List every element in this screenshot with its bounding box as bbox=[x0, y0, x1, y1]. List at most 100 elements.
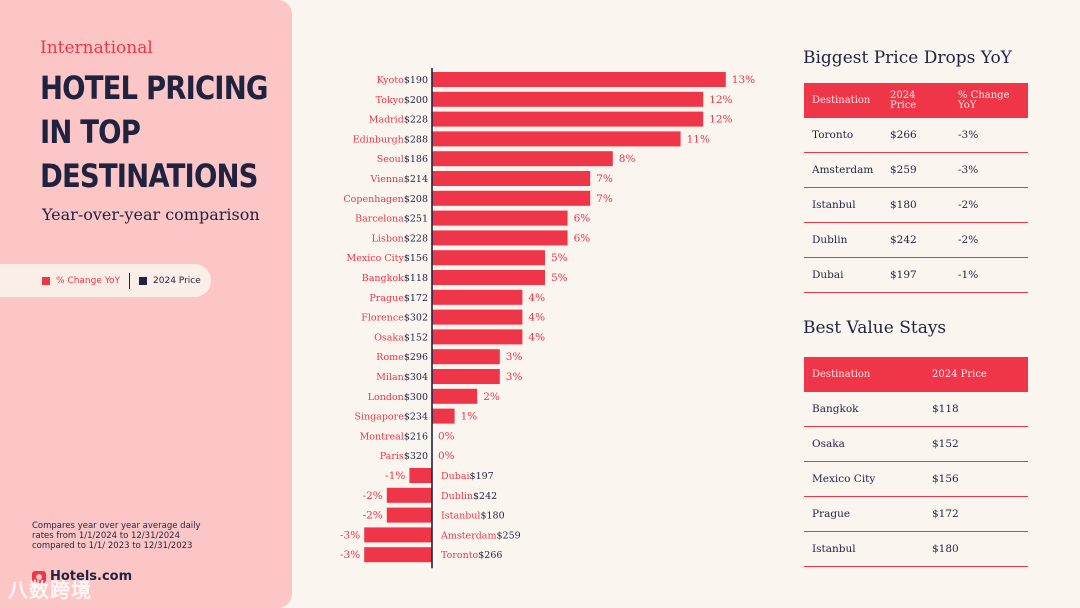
price-label: $197 bbox=[470, 471, 494, 482]
drops-cell: -2% bbox=[950, 187, 1028, 223]
value-stays-cell: Bangkok bbox=[804, 392, 924, 427]
price-label: $180 bbox=[480, 511, 504, 522]
drops-row: Amsterdam $259 -3% bbox=[804, 152, 1028, 188]
bar bbox=[432, 250, 545, 266]
category-label: Edinburgh$288 bbox=[353, 134, 428, 145]
headline-line: DESTINATIONS bbox=[40, 157, 258, 195]
drops-cell: $197 bbox=[882, 257, 950, 293]
category-name: Barcelona bbox=[355, 214, 404, 225]
drops-header-row: Destination 2024 Price % Change YoY bbox=[804, 83, 1028, 118]
value-label: 6% bbox=[574, 232, 591, 244]
value-label: 8% bbox=[619, 153, 636, 165]
drops-row: Toronto $266 -3% bbox=[804, 118, 1028, 153]
value-label: -3% bbox=[340, 529, 360, 541]
drops-row: Dublin $242 -2% bbox=[804, 222, 1028, 258]
category-name: Paris bbox=[380, 451, 404, 462]
bar bbox=[432, 171, 591, 186]
drops-header-destination: Destination bbox=[804, 83, 882, 118]
price-label: $234 bbox=[404, 412, 428, 423]
category-label: Milan$304 bbox=[376, 372, 428, 383]
hotels-logo-icon bbox=[32, 570, 46, 583]
category-label: Osaka$152 bbox=[374, 332, 428, 343]
value-label: 7% bbox=[596, 193, 613, 205]
price-label: $200 bbox=[404, 95, 428, 106]
category-label: Vienna$214 bbox=[370, 174, 428, 185]
category-name: Edinburgh bbox=[353, 134, 404, 145]
headline-line: HOTEL PRICING bbox=[40, 69, 268, 107]
bar bbox=[432, 72, 726, 87]
category-label: Dublin$242 bbox=[441, 491, 497, 502]
price-label: $172 bbox=[404, 293, 428, 304]
value-stays-cell: Osaka bbox=[804, 426, 924, 462]
price-label: $190 bbox=[404, 75, 428, 86]
value-label: -2% bbox=[363, 490, 383, 502]
value-label: -2% bbox=[363, 510, 383, 522]
value-label: 6% bbox=[574, 213, 591, 225]
value-stays-cell: $152 bbox=[924, 426, 1028, 462]
value-label: 13% bbox=[732, 74, 755, 86]
value-stays-table-body: Bangkok $118 Osaka $152 Mexico City $156 Pragu… bbox=[804, 392, 1028, 567]
price-label: $302 bbox=[404, 313, 428, 324]
price-label: $259 bbox=[496, 530, 520, 541]
legend-item-pct: % Change YoY bbox=[42, 276, 120, 286]
value-label: 0% bbox=[438, 450, 455, 462]
category-label: Mexico City$156 bbox=[347, 253, 428, 264]
value-label: 11% bbox=[687, 133, 710, 145]
bar bbox=[364, 527, 432, 543]
price-label: $152 bbox=[404, 332, 428, 343]
value-label: 7% bbox=[596, 173, 613, 185]
price-label: $228 bbox=[404, 115, 428, 126]
category-name: Madrid bbox=[369, 115, 404, 126]
category-name: Lisbon bbox=[372, 233, 404, 244]
drops-cell: -2% bbox=[950, 222, 1028, 258]
category-label: Bangkok$118 bbox=[362, 273, 428, 284]
category-name: Osaka bbox=[374, 332, 404, 343]
category-label: Toronto$266 bbox=[441, 550, 502, 561]
category-name: Florence bbox=[361, 313, 404, 324]
category-name: Tokyo bbox=[376, 95, 404, 106]
value-label: 5% bbox=[551, 272, 568, 284]
bar bbox=[432, 329, 523, 345]
category-label: Prague$172 bbox=[369, 293, 428, 304]
bar bbox=[432, 270, 545, 285]
price-label: $156 bbox=[404, 253, 428, 264]
value-stays-header-destination: Destination bbox=[804, 357, 924, 392]
category-name: Toronto bbox=[441, 550, 479, 561]
price-label: $216 bbox=[404, 431, 428, 442]
category-label: Lisbon$228 bbox=[372, 233, 428, 244]
drops-row: Dubai $197 -1% bbox=[804, 257, 1028, 293]
category-name: Bangkok bbox=[362, 273, 404, 284]
category-label: Rome$296 bbox=[376, 352, 428, 363]
category-name: London bbox=[368, 392, 404, 403]
bar bbox=[432, 190, 591, 206]
category-label: Seoul$186 bbox=[377, 154, 428, 165]
value-stays-cell: $118 bbox=[924, 392, 1028, 427]
category-label: Dubai$197 bbox=[441, 471, 494, 482]
category-label: London$300 bbox=[368, 392, 428, 403]
category-label: Amsterdam$259 bbox=[440, 530, 521, 541]
legend-swatch-pct bbox=[42, 276, 50, 285]
category-name: Istanbul bbox=[441, 511, 480, 522]
category-label: Madrid$228 bbox=[369, 115, 428, 126]
category-label: Copenhagen$208 bbox=[343, 194, 428, 205]
value-stays-cell: $156 bbox=[924, 461, 1028, 497]
bar bbox=[432, 91, 704, 107]
drops-cell: -3% bbox=[950, 152, 1028, 188]
value-label: -3% bbox=[340, 549, 360, 561]
drops-cell: $259 bbox=[882, 152, 950, 188]
kicker: International bbox=[40, 38, 153, 58]
category-label: Singapore$234 bbox=[354, 412, 428, 423]
logo: Hotels.com bbox=[32, 569, 132, 584]
value-stays-cell: $172 bbox=[924, 496, 1028, 532]
legend-item-price: 2024 Price bbox=[139, 276, 201, 286]
drops-header-price: 2024 Price bbox=[882, 83, 950, 118]
price-label: $214 bbox=[404, 174, 428, 185]
bar bbox=[432, 369, 500, 384]
drops-table-body: Toronto $266 -3% Amsterdam $259 -3% Istanbul $1… bbox=[804, 118, 1028, 293]
value-stays-title: Best Value Stays bbox=[803, 318, 947, 338]
drops-cell: Dubai bbox=[804, 257, 882, 293]
bar bbox=[432, 289, 523, 305]
price-label: $242 bbox=[473, 491, 497, 502]
value-label: 3% bbox=[506, 371, 523, 383]
value-label: 12% bbox=[709, 94, 732, 106]
